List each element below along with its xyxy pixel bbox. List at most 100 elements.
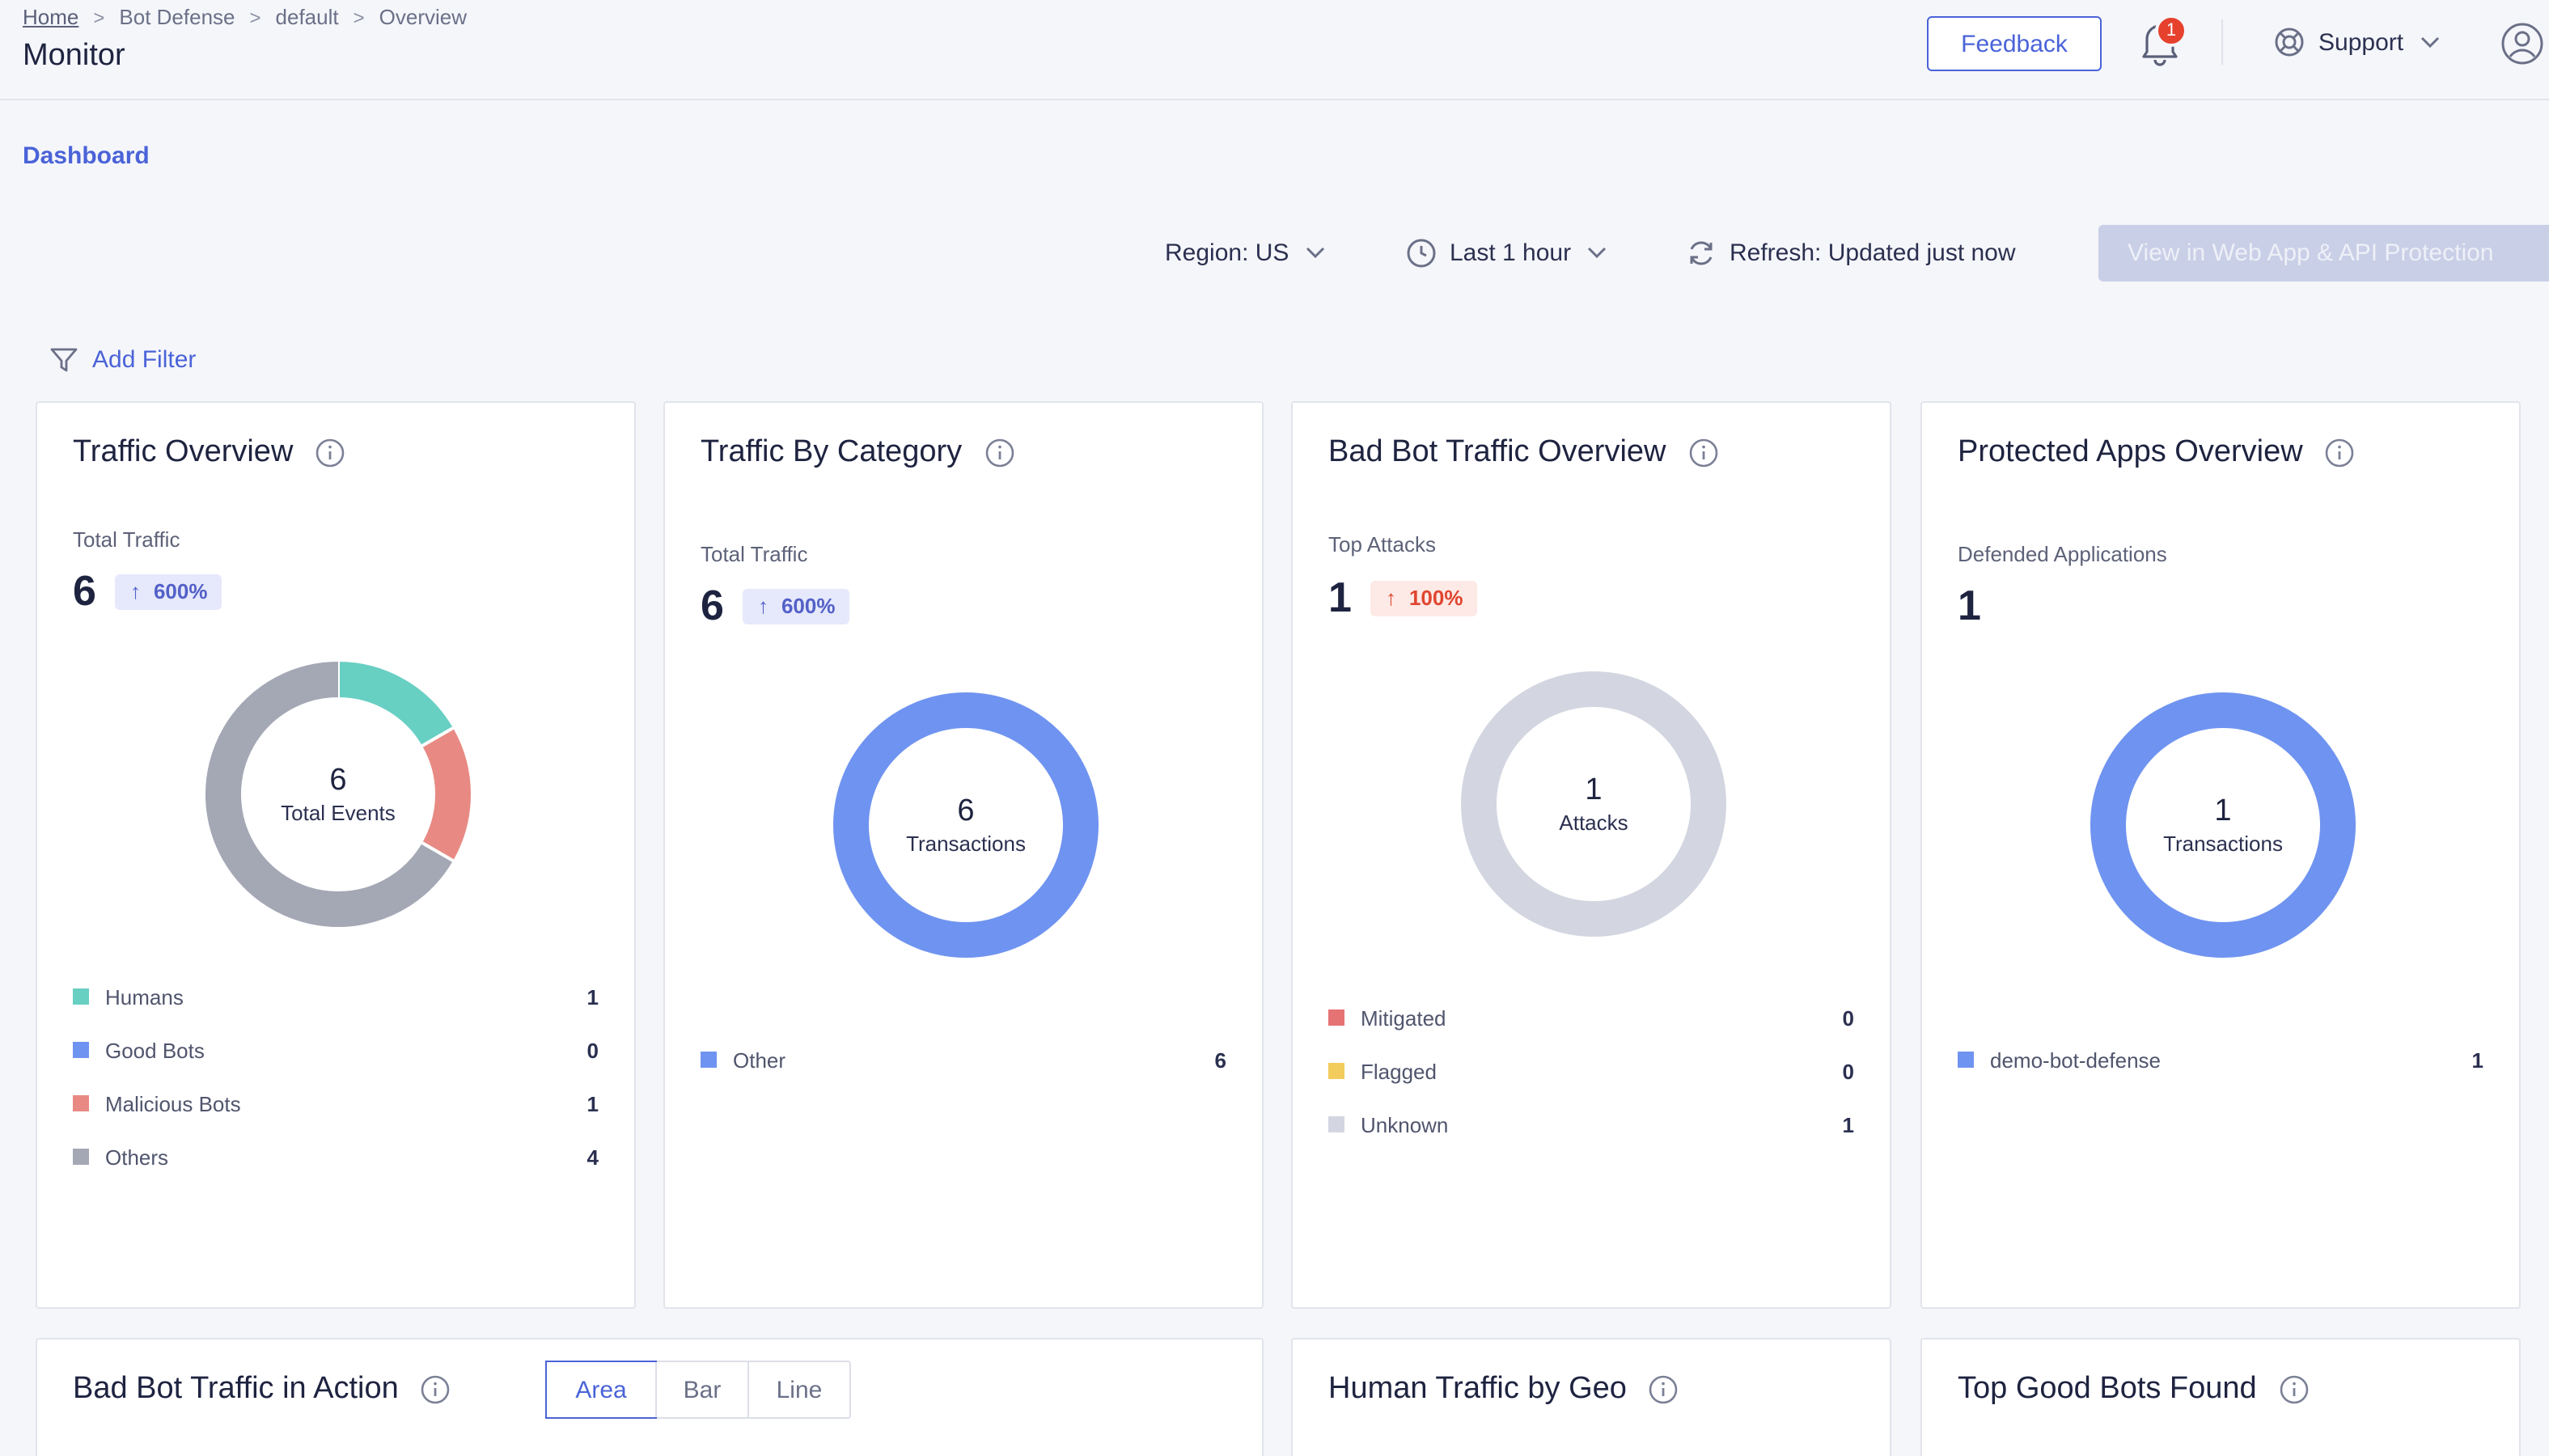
donut-chart: 6 Transactions [830, 689, 1102, 961]
legend-label: Others [105, 1145, 169, 1169]
view-in-waap-button[interactable]: View in Web App & API Protection [2098, 225, 2549, 281]
breadcrumb-bot-defense[interactable]: Bot Defense [119, 5, 235, 29]
legend-label: Other [733, 1048, 786, 1072]
info-icon[interactable] [315, 438, 345, 468]
metric-row: 1 ↑ 100% [1328, 573, 1478, 623]
notification-count-badge: 1 [2155, 15, 2187, 47]
legend-count: 1 [2471, 1048, 2483, 1072]
chart-type-line[interactable]: Line [747, 1362, 849, 1417]
bad-bot-traffic-overview-card: Bad Bot Traffic Overview Top Attacks 1 ↑… [1291, 401, 1891, 1309]
top-header: Home > Bot Defense > default > Overview … [0, 0, 2549, 100]
legend-item[interactable]: Others 4 [73, 1142, 599, 1171]
filter-icon [49, 344, 79, 375]
card-title-text: Human Traffic by Geo [1328, 1372, 1627, 1406]
add-filter-label: Add Filter [92, 345, 197, 373]
legend-item[interactable]: Other 6 [701, 1045, 1226, 1074]
time-range-select[interactable]: Last 1 hour [1406, 233, 1607, 272]
legend-item[interactable]: Flagged 0 [1328, 1056, 1854, 1086]
card-title: Bad Bot Traffic Overview [1328, 435, 1717, 471]
info-icon[interactable] [2280, 1375, 2309, 1404]
legend-label: Malicious Bots [105, 1091, 241, 1115]
chevron-down-icon [1587, 246, 1607, 259]
legend-swatch [1328, 1063, 1344, 1079]
info-icon[interactable] [421, 1375, 451, 1404]
region-select[interactable]: Region: US [1165, 233, 1324, 272]
donut-segment[interactable] [205, 662, 454, 927]
donut-caption: Transactions [2163, 831, 2283, 855]
page-title: Monitor [23, 39, 125, 73]
protected-apps-overview-card: Protected Apps Overview Defended Applica… [1920, 401, 2521, 1309]
support-menu[interactable]: Support [2273, 23, 2439, 61]
legend-item[interactable]: Humans 1 [73, 982, 599, 1011]
info-icon[interactable] [984, 438, 1014, 468]
card-title-text: Bad Bot Traffic in Action [73, 1372, 399, 1406]
donut-center: 6 Total Events [202, 658, 474, 930]
metric-row: 1 [1958, 581, 1981, 631]
chart-type-area[interactable]: Area [545, 1361, 657, 1419]
user-avatar-button[interactable] [2500, 21, 2545, 66]
legend-item[interactable]: Unknown 1 [1328, 1110, 1854, 1139]
chart-type-bar[interactable]: Bar [655, 1362, 747, 1417]
info-icon[interactable] [2326, 438, 2355, 468]
legend-item[interactable]: demo-bot-defense 1 [1958, 1045, 2483, 1074]
chevron-right-icon: > [249, 6, 261, 28]
change-badge: ↑ 600% [115, 574, 222, 609]
legend-swatch [73, 988, 89, 1005]
info-icon[interactable] [1649, 1375, 1679, 1404]
refresh-icon [1686, 237, 1717, 268]
user-icon [2501, 23, 2543, 65]
breadcrumb-home-link[interactable]: Home [23, 5, 79, 29]
donut-center: 6 Transactions [830, 689, 1102, 961]
time-range-label: Last 1 hour [1450, 239, 1572, 266]
legend-count: 6 [1214, 1048, 1226, 1072]
card-title: Traffic By Category [701, 435, 1014, 471]
legend-count: 4 [586, 1145, 599, 1169]
refresh-button[interactable]: Refresh: Updated just now [1686, 233, 2016, 272]
legend-label: Good Bots [105, 1038, 205, 1062]
legend-count: 0 [1842, 1059, 1854, 1083]
legend-label: demo-bot-defense [1990, 1048, 2162, 1072]
add-filter-button[interactable]: Add Filter [49, 340, 196, 379]
tab-dashboard[interactable]: Dashboard [23, 142, 150, 170]
donut-segment[interactable] [2090, 692, 2356, 958]
legend-swatch [73, 1149, 89, 1165]
info-icon[interactable] [1688, 438, 1717, 468]
donut-svg [205, 662, 471, 927]
donut-chart: 6 Total Events [202, 658, 474, 930]
legend-item[interactable]: Mitigated 0 [1328, 1003, 1854, 1032]
legend-label: Mitigated [1361, 1005, 1446, 1030]
donut-segment[interactable] [1461, 671, 1726, 937]
donut-chart: 1 Attacks [1458, 668, 1730, 940]
donut-segment[interactable] [337, 662, 454, 747]
breadcrumb-namespace[interactable]: default [275, 5, 339, 29]
feedback-button[interactable]: Feedback [1927, 16, 2102, 71]
change-value: 600% [781, 594, 836, 618]
donut-total: 1 [2214, 794, 2232, 827]
total-traffic-value: 6 [73, 566, 96, 615]
arrow-up-icon: ↑ [1385, 586, 1396, 610]
donut-segment[interactable] [421, 728, 471, 861]
total-traffic-value: 6 [701, 581, 724, 629]
donut-segment[interactable] [833, 692, 1099, 958]
notifications-button[interactable]: 1 [2137, 15, 2187, 66]
donut-segment-separator [421, 841, 455, 862]
card-title: Bad Bot Traffic in Action [73, 1372, 451, 1407]
traffic-overview-card: Traffic Overview Total Traffic 6 ↑ 600% … [36, 401, 636, 1309]
card-title: Top Good Bots Found [1958, 1372, 2309, 1407]
clock-icon [1406, 237, 1437, 268]
donut-total: 6 [329, 763, 347, 797]
donut-center: 1 Attacks [1458, 668, 1730, 940]
donut-svg [1461, 671, 1726, 937]
metric-label: Defended Applications [1958, 542, 2167, 566]
legend-item[interactable]: Malicious Bots 1 [73, 1089, 599, 1118]
chart-type-toggle: Area Bar Line [545, 1361, 851, 1419]
card-title: Human Traffic by Geo [1328, 1372, 1679, 1407]
card-title: Protected Apps Overview [1958, 435, 2355, 471]
legend-item[interactable]: Good Bots 0 [73, 1035, 599, 1064]
legend-swatch [1958, 1052, 1974, 1068]
donut-svg [2090, 692, 2356, 958]
legend-count: 0 [1842, 1005, 1854, 1030]
arrow-up-icon: ↑ [757, 594, 769, 618]
legend-label: Unknown [1361, 1112, 1449, 1136]
